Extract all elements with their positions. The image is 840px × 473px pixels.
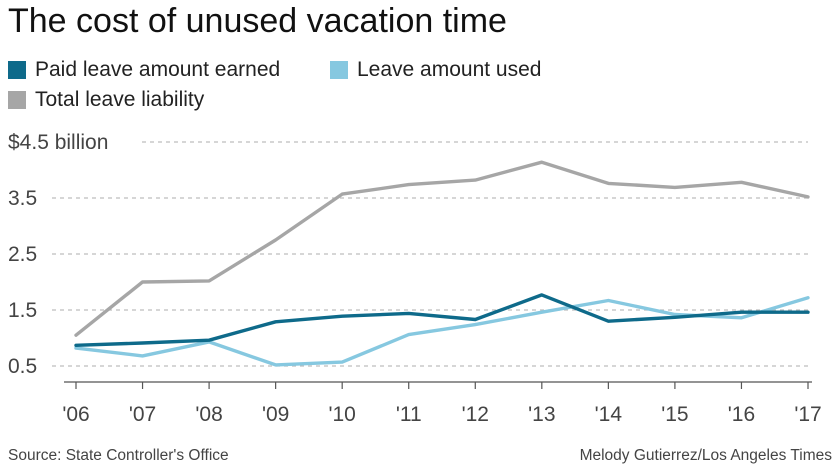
x-tick-label: '14	[595, 403, 623, 426]
legend-item-paid-leave-earned: Paid leave amount earned	[8, 58, 280, 82]
x-tick-label: '09	[262, 403, 289, 426]
x-tick-label: '11	[396, 403, 422, 426]
y-tick-label: 0.5	[8, 355, 37, 378]
y-tick-label: 3.5	[8, 187, 37, 210]
x-tick-label: '16	[728, 403, 755, 426]
x-tick-label: '17	[794, 403, 821, 426]
series-line-leave-amount-used	[74, 296, 810, 367]
legend-swatch-paid-leave-earned	[8, 61, 26, 79]
series-line-total-leave-liability	[74, 160, 810, 337]
legend-item-leave-used: Leave amount used	[330, 58, 541, 82]
legend-label-leave-used: Leave amount used	[357, 58, 542, 81]
legend-item-total-liability: Total leave liability	[8, 88, 204, 112]
legend-swatch-total-liability	[8, 91, 26, 109]
legend-label-total-liability: Total leave liability	[35, 88, 205, 111]
x-tick-label: '15	[661, 403, 688, 426]
legend-label-paid-leave-earned: Paid leave amount earned	[35, 58, 281, 81]
series-line-paid-leave-amount-earned	[74, 293, 810, 347]
chart-title: The cost of unused vacation time	[8, 2, 507, 40]
x-tick-label: '06	[62, 403, 89, 426]
x-tick-label: '08	[195, 403, 222, 426]
legend-swatch-leave-used	[330, 61, 348, 79]
source-note: Source: State Controller's Office	[8, 447, 229, 464]
x-tick-label: '10	[328, 403, 355, 426]
x-tick-label: '12	[462, 403, 489, 426]
y-tick-label: 2.5	[8, 243, 37, 266]
x-tick-label: '07	[129, 403, 156, 426]
y-tick-label: $4.5 billion	[8, 131, 108, 154]
x-tick-label: '13	[528, 403, 555, 426]
credit-note: Melody Gutierrez/Los Angeles Times	[579, 447, 832, 464]
y-tick-label: 1.5	[8, 299, 37, 322]
